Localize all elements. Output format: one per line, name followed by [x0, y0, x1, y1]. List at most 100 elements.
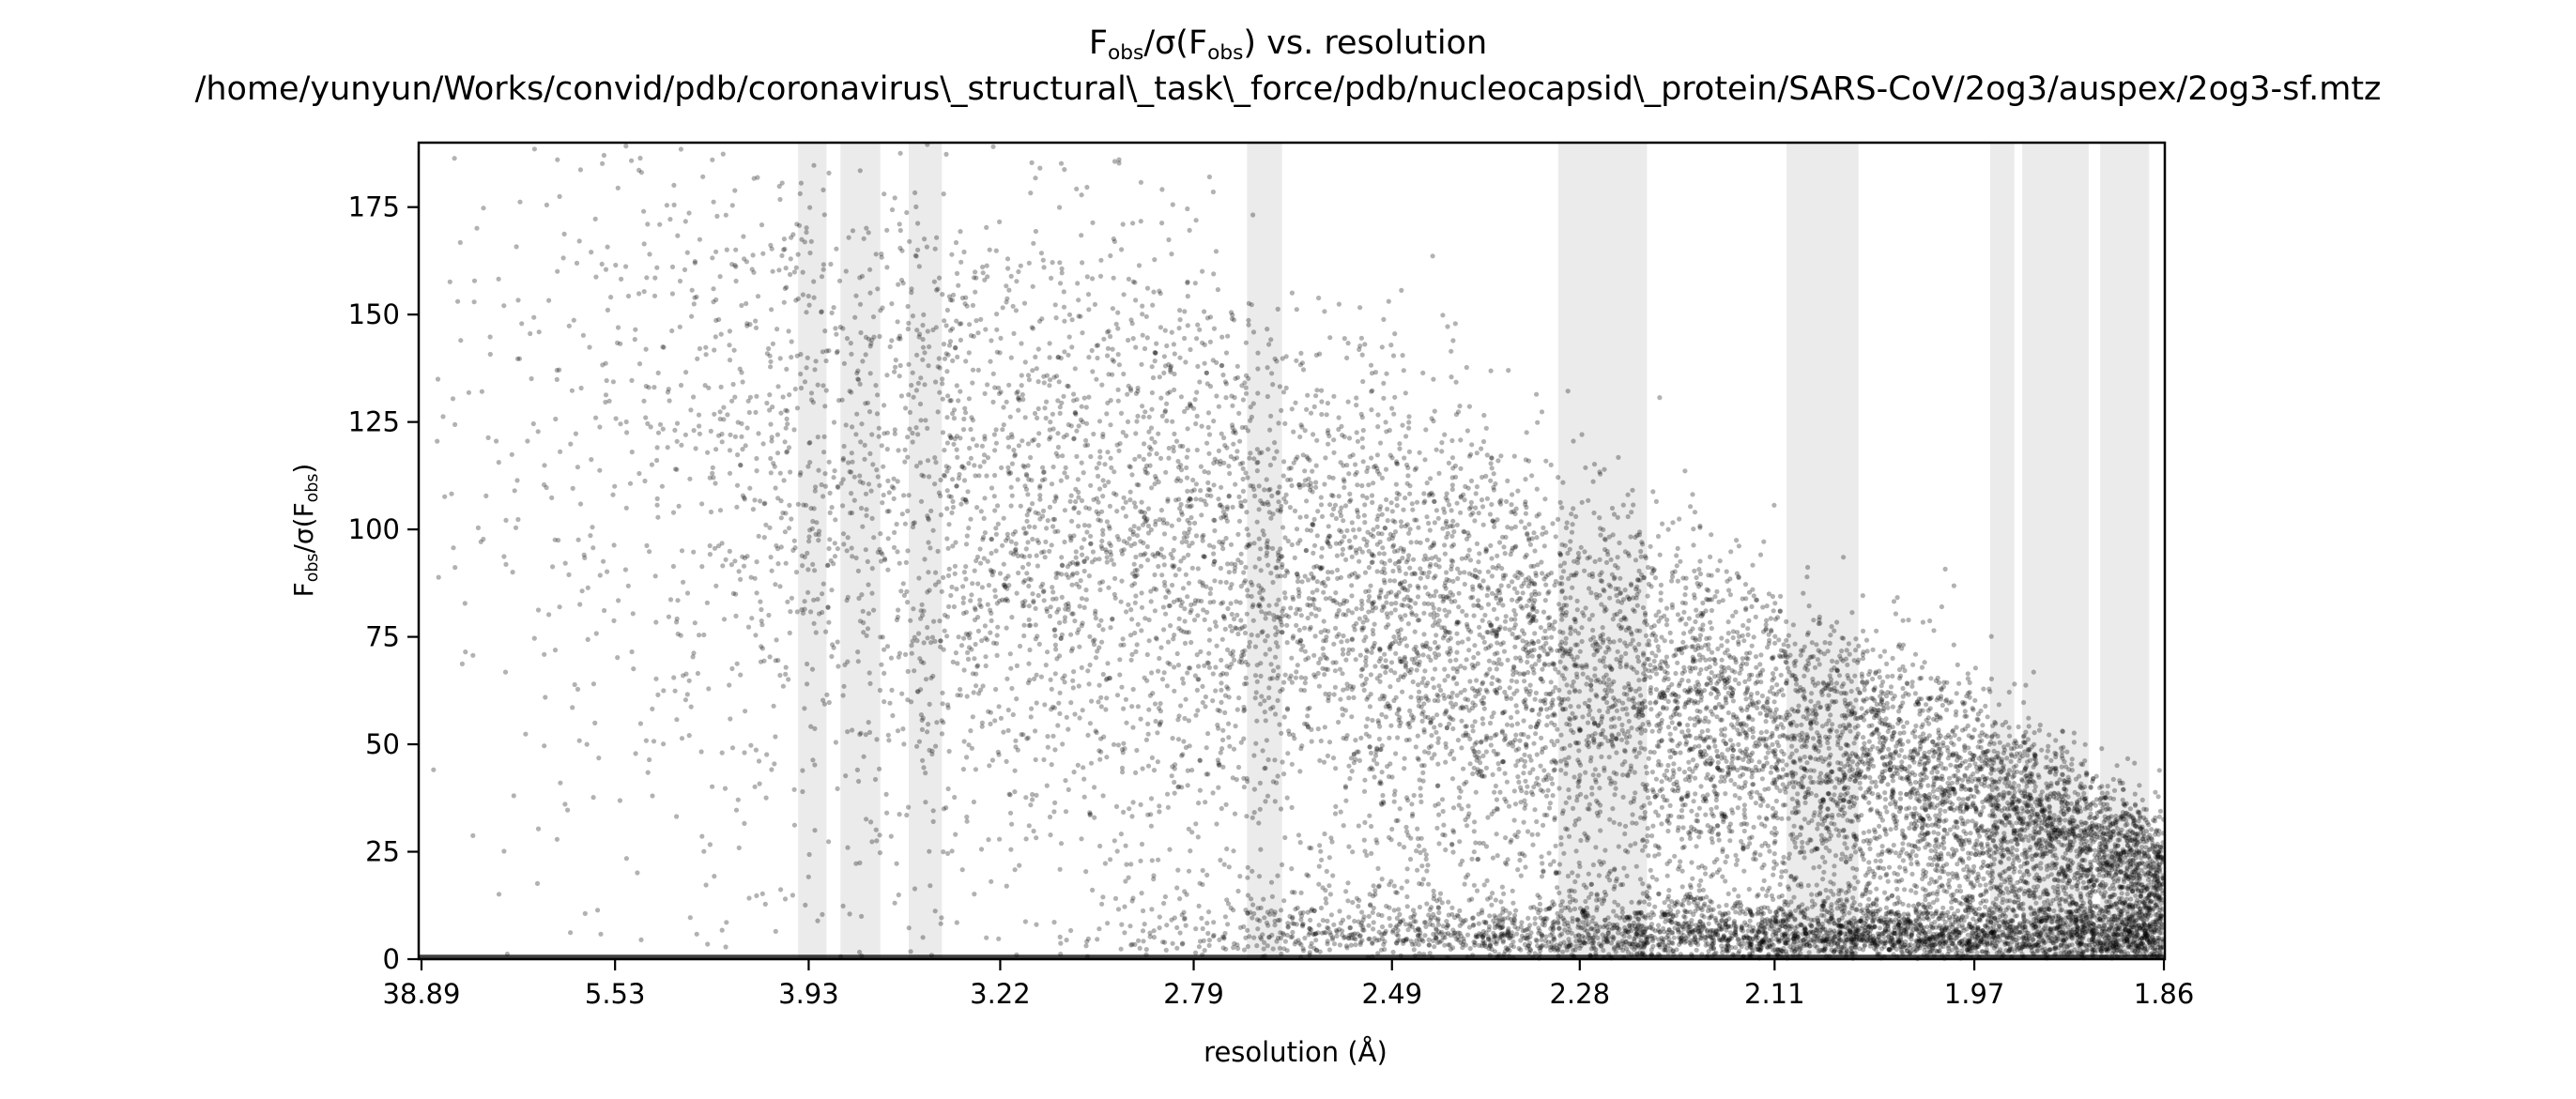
data-point — [1529, 473, 1535, 479]
data-point — [989, 878, 994, 884]
data-point — [1146, 638, 1152, 644]
data-point — [1733, 945, 1739, 951]
data-point — [1388, 660, 1395, 665]
data-point — [1194, 447, 1200, 453]
data-point — [2042, 939, 2048, 945]
data-point — [1980, 723, 1986, 728]
data-point — [1371, 883, 1376, 889]
data-point — [1131, 561, 1137, 567]
data-point — [895, 549, 900, 555]
data-point — [1583, 605, 1588, 611]
data-point — [794, 405, 801, 411]
data-point — [1512, 801, 1519, 807]
data-point — [1742, 780, 1748, 786]
data-point — [1462, 781, 1467, 786]
data-point — [1202, 663, 1207, 668]
data-point — [1910, 811, 1917, 817]
data-point — [1053, 315, 1059, 321]
data-point — [1078, 417, 1084, 422]
data-point — [692, 295, 698, 300]
data-point — [1371, 905, 1376, 911]
data-point — [2091, 775, 2096, 782]
data-point — [1420, 370, 1426, 375]
data-point — [1360, 445, 1366, 450]
data-point — [636, 470, 642, 477]
data-point — [1316, 863, 1322, 869]
data-point — [1087, 662, 1093, 668]
data-point — [1572, 774, 1577, 780]
data-point — [1539, 409, 1545, 415]
data-point — [1100, 793, 1106, 799]
data-point — [1069, 582, 1075, 588]
data-point — [2051, 908, 2057, 914]
data-point — [793, 570, 800, 575]
data-point — [1148, 599, 1154, 604]
data-point — [1092, 785, 1097, 790]
data-point — [1490, 564, 1495, 571]
data-point — [1123, 843, 1128, 848]
data-point — [440, 414, 446, 420]
data-point — [742, 820, 747, 827]
data-point — [1067, 498, 1073, 504]
data-point — [1052, 302, 1058, 308]
data-point — [857, 301, 864, 307]
data-point — [2011, 799, 2017, 804]
data-point — [2157, 808, 2163, 814]
data-point — [1526, 522, 1532, 527]
data-point — [945, 702, 951, 708]
data-point — [823, 629, 829, 634]
data-point — [1261, 946, 1266, 952]
data-point — [2156, 897, 2162, 904]
data-point — [1003, 584, 1008, 590]
data-point — [1359, 909, 1365, 915]
data-point — [1019, 373, 1024, 378]
data-point — [2136, 848, 2141, 854]
data-point — [669, 291, 676, 297]
data-point — [1030, 501, 1035, 507]
data-point — [1868, 806, 1874, 812]
data-point — [1575, 873, 1581, 878]
data-point — [1048, 832, 1053, 838]
data-point — [978, 316, 984, 322]
data-point — [1799, 765, 1804, 771]
data-point — [1001, 561, 1006, 567]
data-point — [1694, 762, 1700, 769]
data-point — [552, 648, 559, 653]
data-point — [892, 195, 897, 201]
data-point — [1632, 746, 1638, 753]
data-point — [1234, 707, 1240, 712]
data-point — [1759, 776, 1765, 782]
data-point — [973, 641, 978, 648]
data-point — [1565, 873, 1571, 879]
data-point — [752, 497, 758, 503]
data-point — [2065, 805, 2071, 811]
data-point — [2014, 820, 2019, 826]
data-point — [1664, 605, 1670, 611]
data-point — [1538, 645, 1543, 650]
data-point — [1371, 926, 1376, 932]
data-point — [1412, 629, 1418, 634]
data-point — [1637, 740, 1643, 746]
data-point — [1714, 748, 1720, 754]
data-point — [1525, 784, 1530, 789]
data-point — [741, 563, 747, 569]
data-point — [1103, 707, 1109, 712]
data-point — [1121, 371, 1127, 377]
data-point — [1165, 804, 1171, 810]
data-point — [867, 267, 873, 272]
data-point — [1263, 718, 1268, 724]
data-point — [1246, 375, 1251, 381]
data-point — [1141, 939, 1146, 944]
data-point — [1434, 729, 1439, 736]
data-point — [1494, 632, 1499, 637]
data-point — [1147, 693, 1153, 698]
data-point — [829, 588, 835, 593]
data-point — [1322, 725, 1327, 730]
data-point — [785, 421, 790, 427]
data-point — [511, 793, 516, 799]
data-point — [1996, 702, 2001, 708]
data-point — [1050, 411, 1055, 417]
data-point — [1275, 873, 1280, 878]
data-point — [1045, 518, 1050, 524]
data-point — [704, 600, 711, 605]
